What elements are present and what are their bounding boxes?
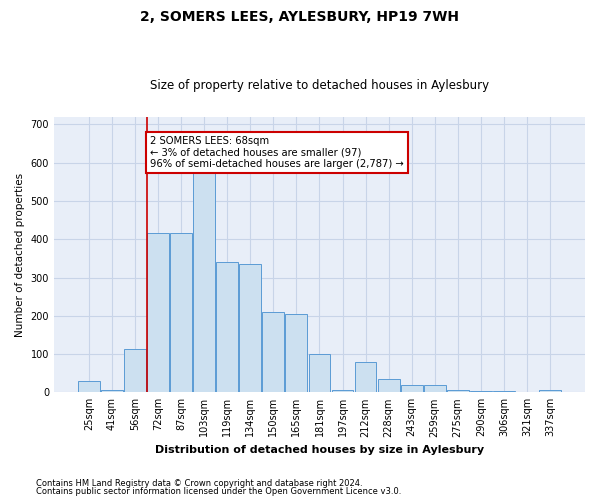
Text: 2 SOMERS LEES: 68sqm
← 3% of detached houses are smaller (97)
96% of semi-detach: 2 SOMERS LEES: 68sqm ← 3% of detached ho… [150, 136, 404, 169]
Bar [101, 390, 123, 392]
Bar [262, 312, 284, 392]
Bar [493, 391, 515, 392]
Bar [286, 314, 307, 392]
Bar [377, 379, 400, 392]
Bar [355, 362, 376, 392]
Bar [401, 384, 422, 392]
Bar [217, 262, 238, 392]
Text: Contains public sector information licensed under the Open Government Licence v3: Contains public sector information licen… [36, 487, 401, 496]
Y-axis label: Number of detached properties: Number of detached properties [15, 172, 25, 336]
Bar [539, 390, 561, 392]
Text: 2, SOMERS LEES, AYLESBURY, HP19 7WH: 2, SOMERS LEES, AYLESBURY, HP19 7WH [140, 10, 460, 24]
Bar [308, 354, 331, 393]
Bar [424, 386, 446, 392]
Bar [332, 390, 353, 392]
Bar [239, 264, 261, 392]
Bar [170, 234, 192, 392]
Bar [124, 349, 146, 393]
Bar [447, 390, 469, 392]
Bar [78, 381, 100, 392]
X-axis label: Distribution of detached houses by size in Aylesbury: Distribution of detached houses by size … [155, 445, 484, 455]
Title: Size of property relative to detached houses in Aylesbury: Size of property relative to detached ho… [150, 79, 489, 92]
Bar [193, 170, 215, 392]
Text: Contains HM Land Registry data © Crown copyright and database right 2024.: Contains HM Land Registry data © Crown c… [36, 478, 362, 488]
Bar [147, 234, 169, 392]
Bar [470, 391, 492, 392]
